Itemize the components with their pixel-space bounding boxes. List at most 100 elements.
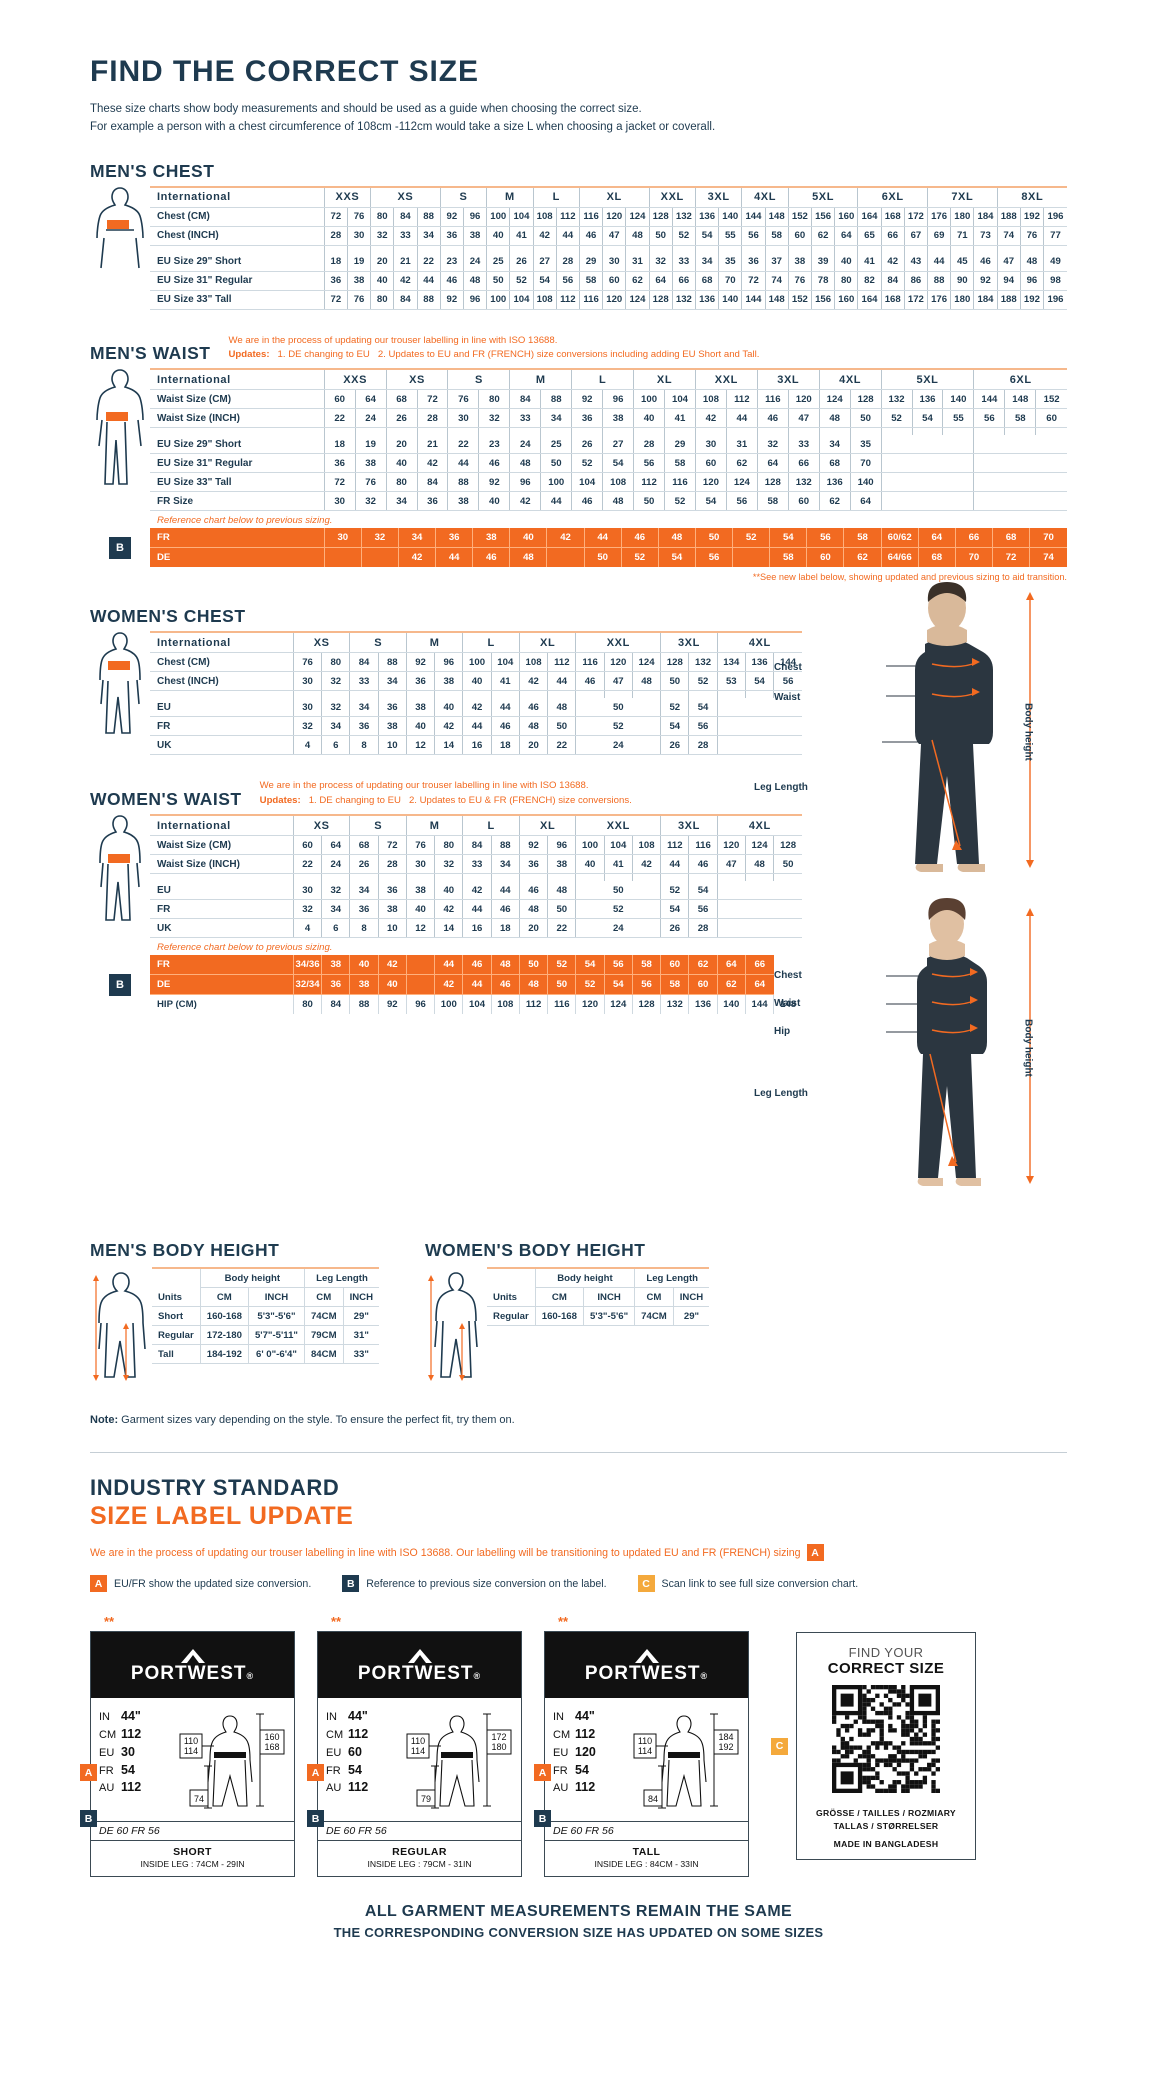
cell: 26 xyxy=(571,435,603,455)
table-row: Chest (INCH) 28 30 32 33 34 36 38 40 41 42 44 46 47 48… xyxy=(150,226,1067,246)
womens-waist-heading: WOMEN'S WAIST We are in the process of u… xyxy=(90,779,802,810)
cell: 132 xyxy=(880,389,913,410)
orange-cell: 30 xyxy=(323,528,362,549)
mens-waist-note-2: Updates: 1. DE changing to EU 2. Updates… xyxy=(229,348,760,362)
cell: 34 xyxy=(490,854,520,875)
womens-waist-badge-col: B xyxy=(90,955,150,1014)
label-spec-row: IN 44" xyxy=(553,1708,596,1726)
cell: 120 xyxy=(716,835,746,856)
cell: 42 xyxy=(434,716,463,737)
cell: 84 xyxy=(462,835,492,856)
cell: 31 xyxy=(625,252,650,272)
row-label: International xyxy=(150,370,325,391)
cell: 16 xyxy=(462,918,492,939)
cell: 80 xyxy=(434,835,463,856)
cell: 26 xyxy=(660,918,689,939)
qr-card[interactable]: FIND YOUR CORRECT SIZE GRÖSSE / TAILLES / … xyxy=(796,1632,976,1861)
cell: 36 xyxy=(349,716,379,737)
table-row: Waist Size (CM) 60 64 68 72 76 80 84 88 92 96 100 10… xyxy=(150,835,802,856)
tag-c-icon: C xyxy=(637,1575,655,1593)
mens-bh-topbar xyxy=(152,1267,380,1270)
orange-cell: 144 xyxy=(744,994,774,1015)
size-header-m: M xyxy=(405,633,463,654)
table-row: FR 32 34 36 38 40 42 44 46 48 50 52 54 56 xyxy=(150,716,802,737)
cell xyxy=(880,472,974,493)
cell: 24 xyxy=(354,408,387,429)
cell: 52 xyxy=(664,491,696,512)
cell: 96 xyxy=(547,835,576,856)
cell: 34 xyxy=(385,491,418,512)
orange-cell: 46 xyxy=(490,974,520,996)
cell: 29 xyxy=(664,435,696,455)
size-header-l: L xyxy=(462,816,520,837)
size-header-3xl: 3XL xyxy=(660,633,718,654)
cell: 69 xyxy=(926,226,951,246)
cell: 28 xyxy=(323,226,348,246)
orange-cell xyxy=(360,547,399,568)
qr-code-icon[interactable] xyxy=(832,1685,940,1794)
cell xyxy=(716,735,802,756)
cell: 160 xyxy=(834,290,858,310)
cell: 92 xyxy=(439,207,464,227)
orange-cell: 58 xyxy=(843,528,882,549)
qr-line-2: CORRECT SIZE xyxy=(827,1660,945,1678)
cell: 48 xyxy=(602,491,634,512)
size-header-l: L xyxy=(462,633,520,654)
cell: 37 xyxy=(764,252,789,272)
womens-waist-title: WOMEN'S WAIST xyxy=(90,789,242,810)
bh-group-header-row: Body height Leg Length xyxy=(487,1269,710,1289)
cell: 132 xyxy=(671,290,696,310)
cell: 40 xyxy=(385,453,418,474)
cell: 172 xyxy=(903,290,928,310)
cell: 50 xyxy=(849,408,882,429)
cell: 72 xyxy=(416,389,448,410)
female-torso-figure xyxy=(90,631,150,755)
label-asterisks: ** xyxy=(331,1614,342,1630)
orange-cell: 64/66 xyxy=(880,547,919,568)
cell: 136 xyxy=(911,389,943,410)
portwest-chevron-icon xyxy=(407,1648,432,1663)
cell: 42 xyxy=(631,854,661,875)
orange-cell: 50 xyxy=(518,955,548,976)
badge-b-mens-waist: B xyxy=(109,536,131,559)
label-spec-row: FR 54 xyxy=(553,1762,596,1780)
cell: 20 xyxy=(518,735,548,756)
cell: 46 xyxy=(490,899,520,920)
label-figure: 110 114 184 192 84 xyxy=(628,1708,740,1817)
cell: 124 xyxy=(625,290,650,310)
orange-cell: 58 xyxy=(769,547,807,568)
orange-cell: 52 xyxy=(620,547,659,568)
cell: 68 xyxy=(385,389,418,410)
size-header-4xl: 4XL xyxy=(716,633,802,654)
label-spec-value: 44" xyxy=(121,1709,141,1724)
label-figure: 110 114 160 168 74 xyxy=(174,1708,286,1817)
orange-cell: 38 xyxy=(472,528,510,549)
cell: 30 xyxy=(292,671,322,692)
mens-waist-table: International XXS XS S M L XL XXL 3XL 4XL 5XL 6XL Wa… xyxy=(150,370,1067,512)
row-label: International xyxy=(150,633,294,654)
orange-cell: 42 xyxy=(397,547,436,568)
bh-column-header: INCH xyxy=(247,1287,305,1308)
model-photos-col: Chest Waist Leg Length Body height xyxy=(754,582,1067,1214)
cell: 8 xyxy=(349,918,379,939)
size-header-4xl: 4XL xyxy=(741,187,789,208)
label-spec-value: 54 xyxy=(121,1762,135,1777)
cell: 52 xyxy=(660,881,689,901)
bh-row-label: Regular xyxy=(487,1306,536,1327)
label-card: ** PORTWEST® IN 44" CM 112 EU 30 FR 54 AU 112 110 114… xyxy=(80,1614,295,1878)
cell xyxy=(973,472,1067,493)
cell: 88 xyxy=(416,207,441,227)
orange-row: HIP (CM) 80 84 88 92 96 100 104 108 112 116 120 124 1… xyxy=(150,994,802,1015)
table-row: EU 30 32 34 36 38 40 42 44 46 48 50 52 54 xyxy=(150,698,802,718)
cell: 18 xyxy=(490,918,520,939)
orange-row: FR 30 32 34 36 38 40 42 44 46 48 50 52 54 56 58 60/62 64 6… xyxy=(150,528,1067,549)
size-header-xs: XS xyxy=(292,633,350,654)
label-tag-b: B xyxy=(307,1810,324,1828)
cell: 48 xyxy=(1019,252,1044,272)
cell: 58 xyxy=(1004,408,1036,429)
orange-row-label: HIP (CM) xyxy=(150,994,294,1015)
cell: 92 xyxy=(405,652,435,673)
label-previous-sizing: DE 60 FR 56 xyxy=(91,1821,294,1840)
garment-note: Note: Garment sizes vary depending on th… xyxy=(90,1414,1067,1426)
